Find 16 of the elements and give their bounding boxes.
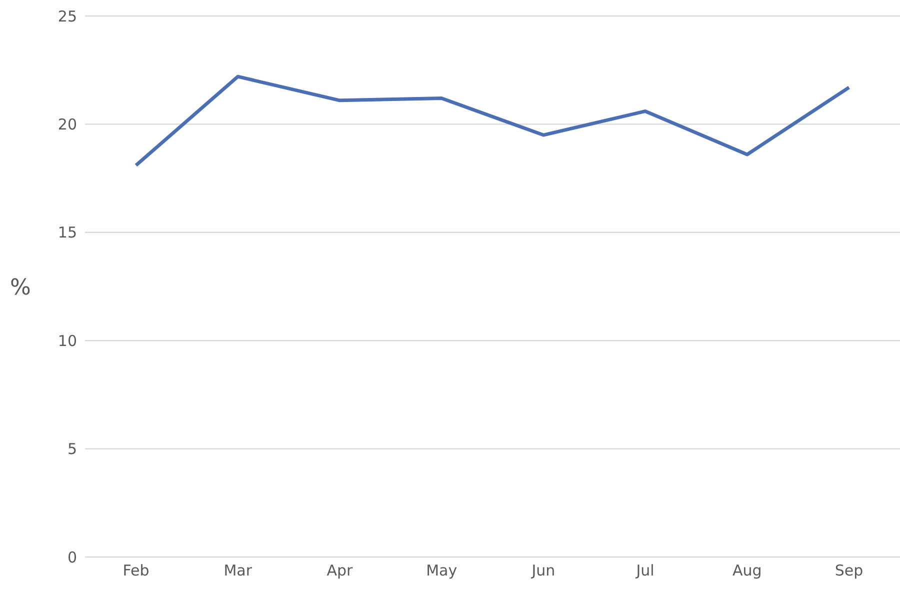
x-tick-label: Jun	[530, 562, 556, 580]
x-tick-label: Jul	[635, 562, 654, 580]
line-series	[134, 74, 851, 168]
y-tick-label: 20	[58, 116, 77, 134]
x-tick-label: Aug	[732, 562, 762, 580]
y-tick-label: 5	[67, 440, 77, 458]
x-tick-label: Sep	[834, 562, 864, 580]
y-tick-label: 15	[58, 224, 77, 242]
y-tick-label: 25	[58, 7, 77, 26]
x-tick-label: Mar	[224, 562, 253, 580]
x-tick-label: Feb	[122, 562, 150, 580]
y-tick-label: 10	[58, 332, 77, 350]
x-tick-label: Apr	[326, 562, 354, 580]
x-tick-label: May	[426, 562, 458, 580]
y-tick-label: 0	[67, 548, 77, 566]
y-axis-title: %	[10, 275, 31, 300]
